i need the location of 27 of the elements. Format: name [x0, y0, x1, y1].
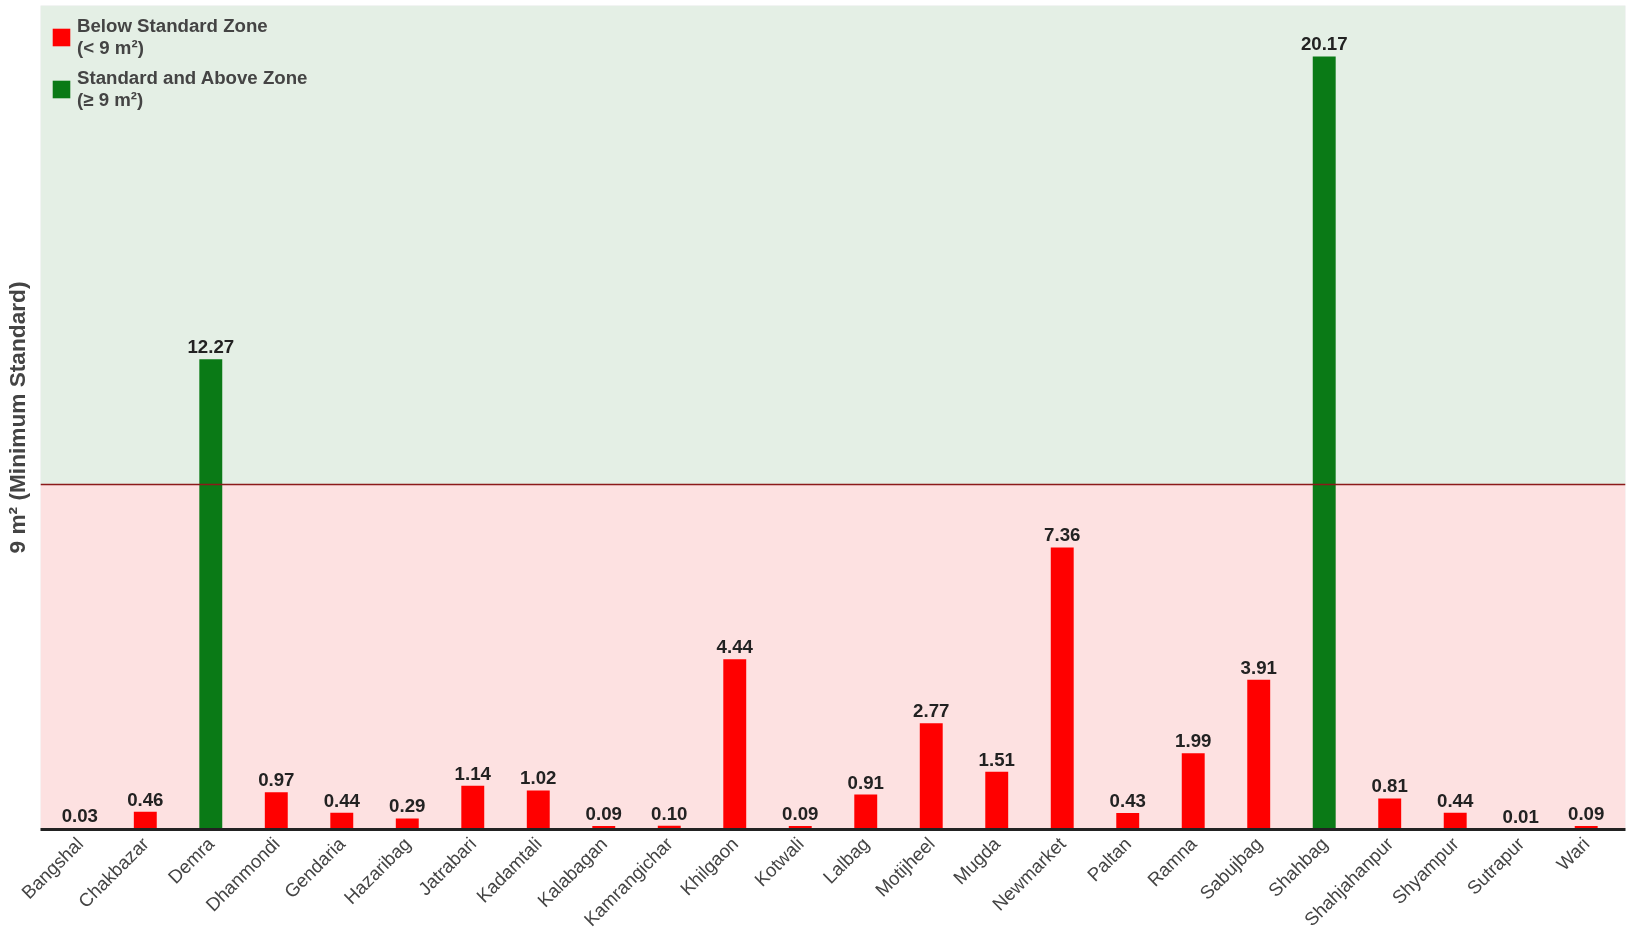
data-label: 0.46 [127, 788, 164, 810]
data-label: 1.51 [978, 748, 1015, 770]
data-label: 7.36 [1044, 524, 1081, 546]
data-label: 0.03 [61, 805, 98, 827]
data-label: 1.02 [520, 767, 557, 789]
data-label: 0.01 [1502, 806, 1539, 828]
data-label: 0.97 [258, 769, 295, 791]
data-label: 4.44 [716, 636, 754, 658]
data-label: 0.09 [585, 803, 622, 825]
data-label: 3.91 [1240, 656, 1277, 678]
data-label: 0.43 [1109, 790, 1146, 812]
data-label: 0.10 [651, 802, 688, 824]
data-label: 0.09 [1568, 803, 1605, 825]
data-label: 20.17 [1300, 33, 1348, 55]
data-label: 0.44 [323, 789, 361, 811]
data-label: 0.09 [782, 803, 819, 825]
legend-label: Below Standard Zone (< 9 m²) [77, 15, 268, 59]
data-label: 1.14 [454, 762, 492, 784]
data-label: 0.81 [1371, 775, 1408, 797]
data-label: 12.27 [187, 336, 235, 358]
data-label: 1.99 [1175, 730, 1212, 752]
legend-label: Standard and Above Zone (≥ 9 m²) [77, 67, 308, 111]
y-axis-title: 9 m² (Minimum Standard) [3, 281, 30, 554]
data-label: 2.77 [913, 700, 950, 722]
data-label: 0.29 [389, 795, 426, 817]
data-label: 0.91 [847, 771, 884, 793]
data-label: 0.44 [1437, 789, 1474, 811]
